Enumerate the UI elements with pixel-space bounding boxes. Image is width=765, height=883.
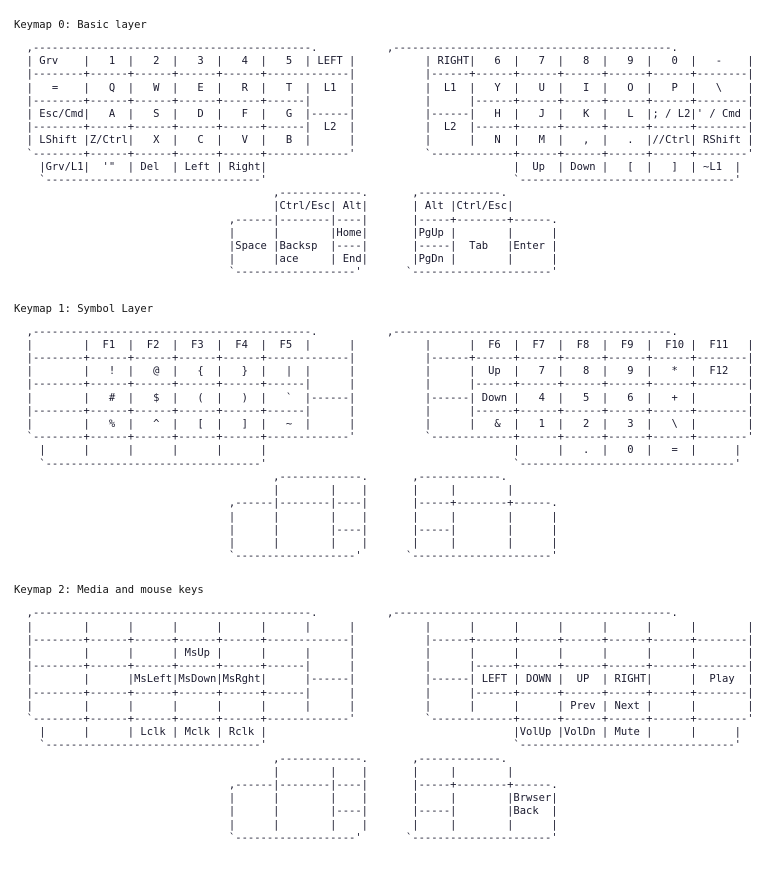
keymap-title-1: Keymap 1: Symbol Layer <box>14 302 154 315</box>
keymap-block-2: Keymap 2: Media and mouse keys ,--------… <box>14 583 765 845</box>
keymap-page: Keymap 0: Basic layer ,-----------------… <box>14 18 765 845</box>
keymap-ascii-diagram-2: ,---------------------------------------… <box>26 607 754 844</box>
keymap-block-1: Keymap 1: Symbol Layer ,----------------… <box>14 302 765 564</box>
keymap-title-2: Keymap 2: Media and mouse keys <box>14 584 204 597</box>
block-spacer-1 <box>14 280 765 302</box>
keymap-ascii-diagram-0: ,---------------------------------------… <box>26 42 754 279</box>
keymap-title-0: Keymap 0: Basic layer <box>14 19 147 31</box>
keymap-block-0: Keymap 0: Basic layer ,-----------------… <box>14 18 765 280</box>
keymap-ascii-diagram-1: ,---------------------------------------… <box>26 325 754 563</box>
block-spacer-2 <box>14 563 765 583</box>
